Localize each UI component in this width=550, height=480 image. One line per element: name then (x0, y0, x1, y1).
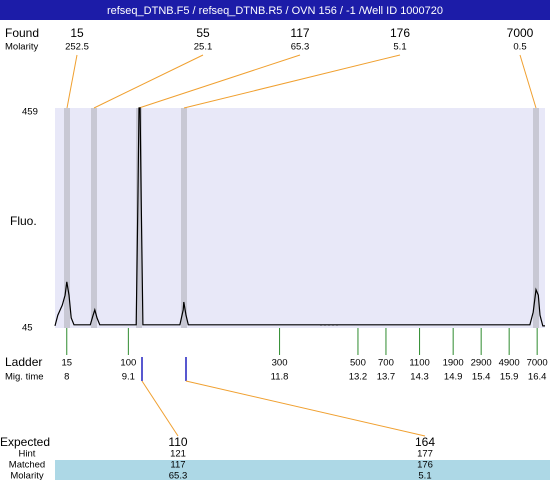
found-molarity: 65.3 (291, 42, 310, 53)
expected-value: 117 (170, 460, 185, 471)
ladder-time: 14.9 (444, 372, 463, 383)
connector (141, 380, 179, 437)
ladder-time: 8 (64, 372, 69, 383)
found-size: 55 (196, 26, 210, 40)
found-molarity: 252.5 (65, 42, 89, 53)
peak-band (533, 108, 539, 328)
ladder-size: 7000 (527, 358, 548, 369)
peak-band (64, 108, 70, 328)
ladder-size: 1900 (443, 358, 464, 369)
connector (183, 54, 401, 109)
found-size: 117 (290, 26, 309, 40)
expected-value: 121 (170, 449, 186, 460)
ladder-time: 13.2 (349, 372, 368, 383)
found-size: 176 (390, 26, 410, 40)
connector (66, 54, 78, 109)
ladder-size: 300 (272, 358, 288, 369)
mig-time-label: Mig. time (5, 372, 44, 383)
peak-band (181, 108, 187, 328)
expected-row-label: Molarity (10, 471, 44, 480)
found-label: Found (5, 26, 39, 40)
trace (54, 107, 545, 327)
expected-row-label: Expected (0, 435, 50, 449)
found-size: 15 (70, 26, 84, 40)
expected-value: 5.1 (418, 471, 431, 480)
expected-row-label: Hint (19, 449, 36, 460)
ladder-size: 1100 (409, 358, 429, 369)
expected-value: 65.3 (169, 471, 188, 480)
expected-value: 177 (417, 449, 433, 460)
found-molarity: 25.1 (194, 42, 213, 53)
y-tick-label: 45 (22, 323, 33, 334)
ladder-size: 700 (378, 358, 394, 369)
molarity-label: Molarity (5, 42, 39, 53)
peak-band (136, 108, 142, 328)
expected-value: 110 (168, 435, 187, 449)
connector (93, 54, 204, 109)
found-size: 7000 (507, 26, 534, 40)
ladder-time: 16.4 (528, 372, 547, 383)
connector (138, 54, 301, 109)
expected-row-label: Matched (9, 460, 45, 471)
ladder-size: 15 (61, 358, 72, 369)
ladder-time: 15.9 (500, 372, 519, 383)
ladder-time: 15.4 (472, 372, 491, 383)
expected-value: 176 (417, 460, 433, 471)
found-molarity: 0.5 (513, 42, 526, 53)
ladder-time: 9.1 (122, 372, 135, 383)
ladder-size: 100 (120, 358, 136, 369)
ladder-size: 500 (350, 358, 366, 369)
connector (519, 54, 537, 109)
expected-value: 164 (415, 435, 435, 449)
ladder-time: 14.3 (410, 372, 429, 383)
ladder-time: 11.8 (271, 372, 289, 383)
ladder-label: Ladder (5, 355, 42, 369)
title-bar (0, 0, 550, 20)
connector (185, 380, 426, 437)
found-molarity: 5.1 (393, 42, 406, 53)
y-axis-label: Fluo. (10, 214, 37, 228)
matched-band (55, 460, 550, 480)
ladder-time: 13.7 (377, 372, 396, 383)
title: refseq_DTNB.F5 / refseq_DTNB.R5 / OVN 15… (107, 5, 443, 17)
plot-area (55, 108, 545, 328)
peak-band (91, 108, 97, 328)
y-tick-label: 459 (22, 107, 38, 118)
ladder-size: 4900 (499, 358, 520, 369)
ladder-size: 2900 (471, 358, 492, 369)
